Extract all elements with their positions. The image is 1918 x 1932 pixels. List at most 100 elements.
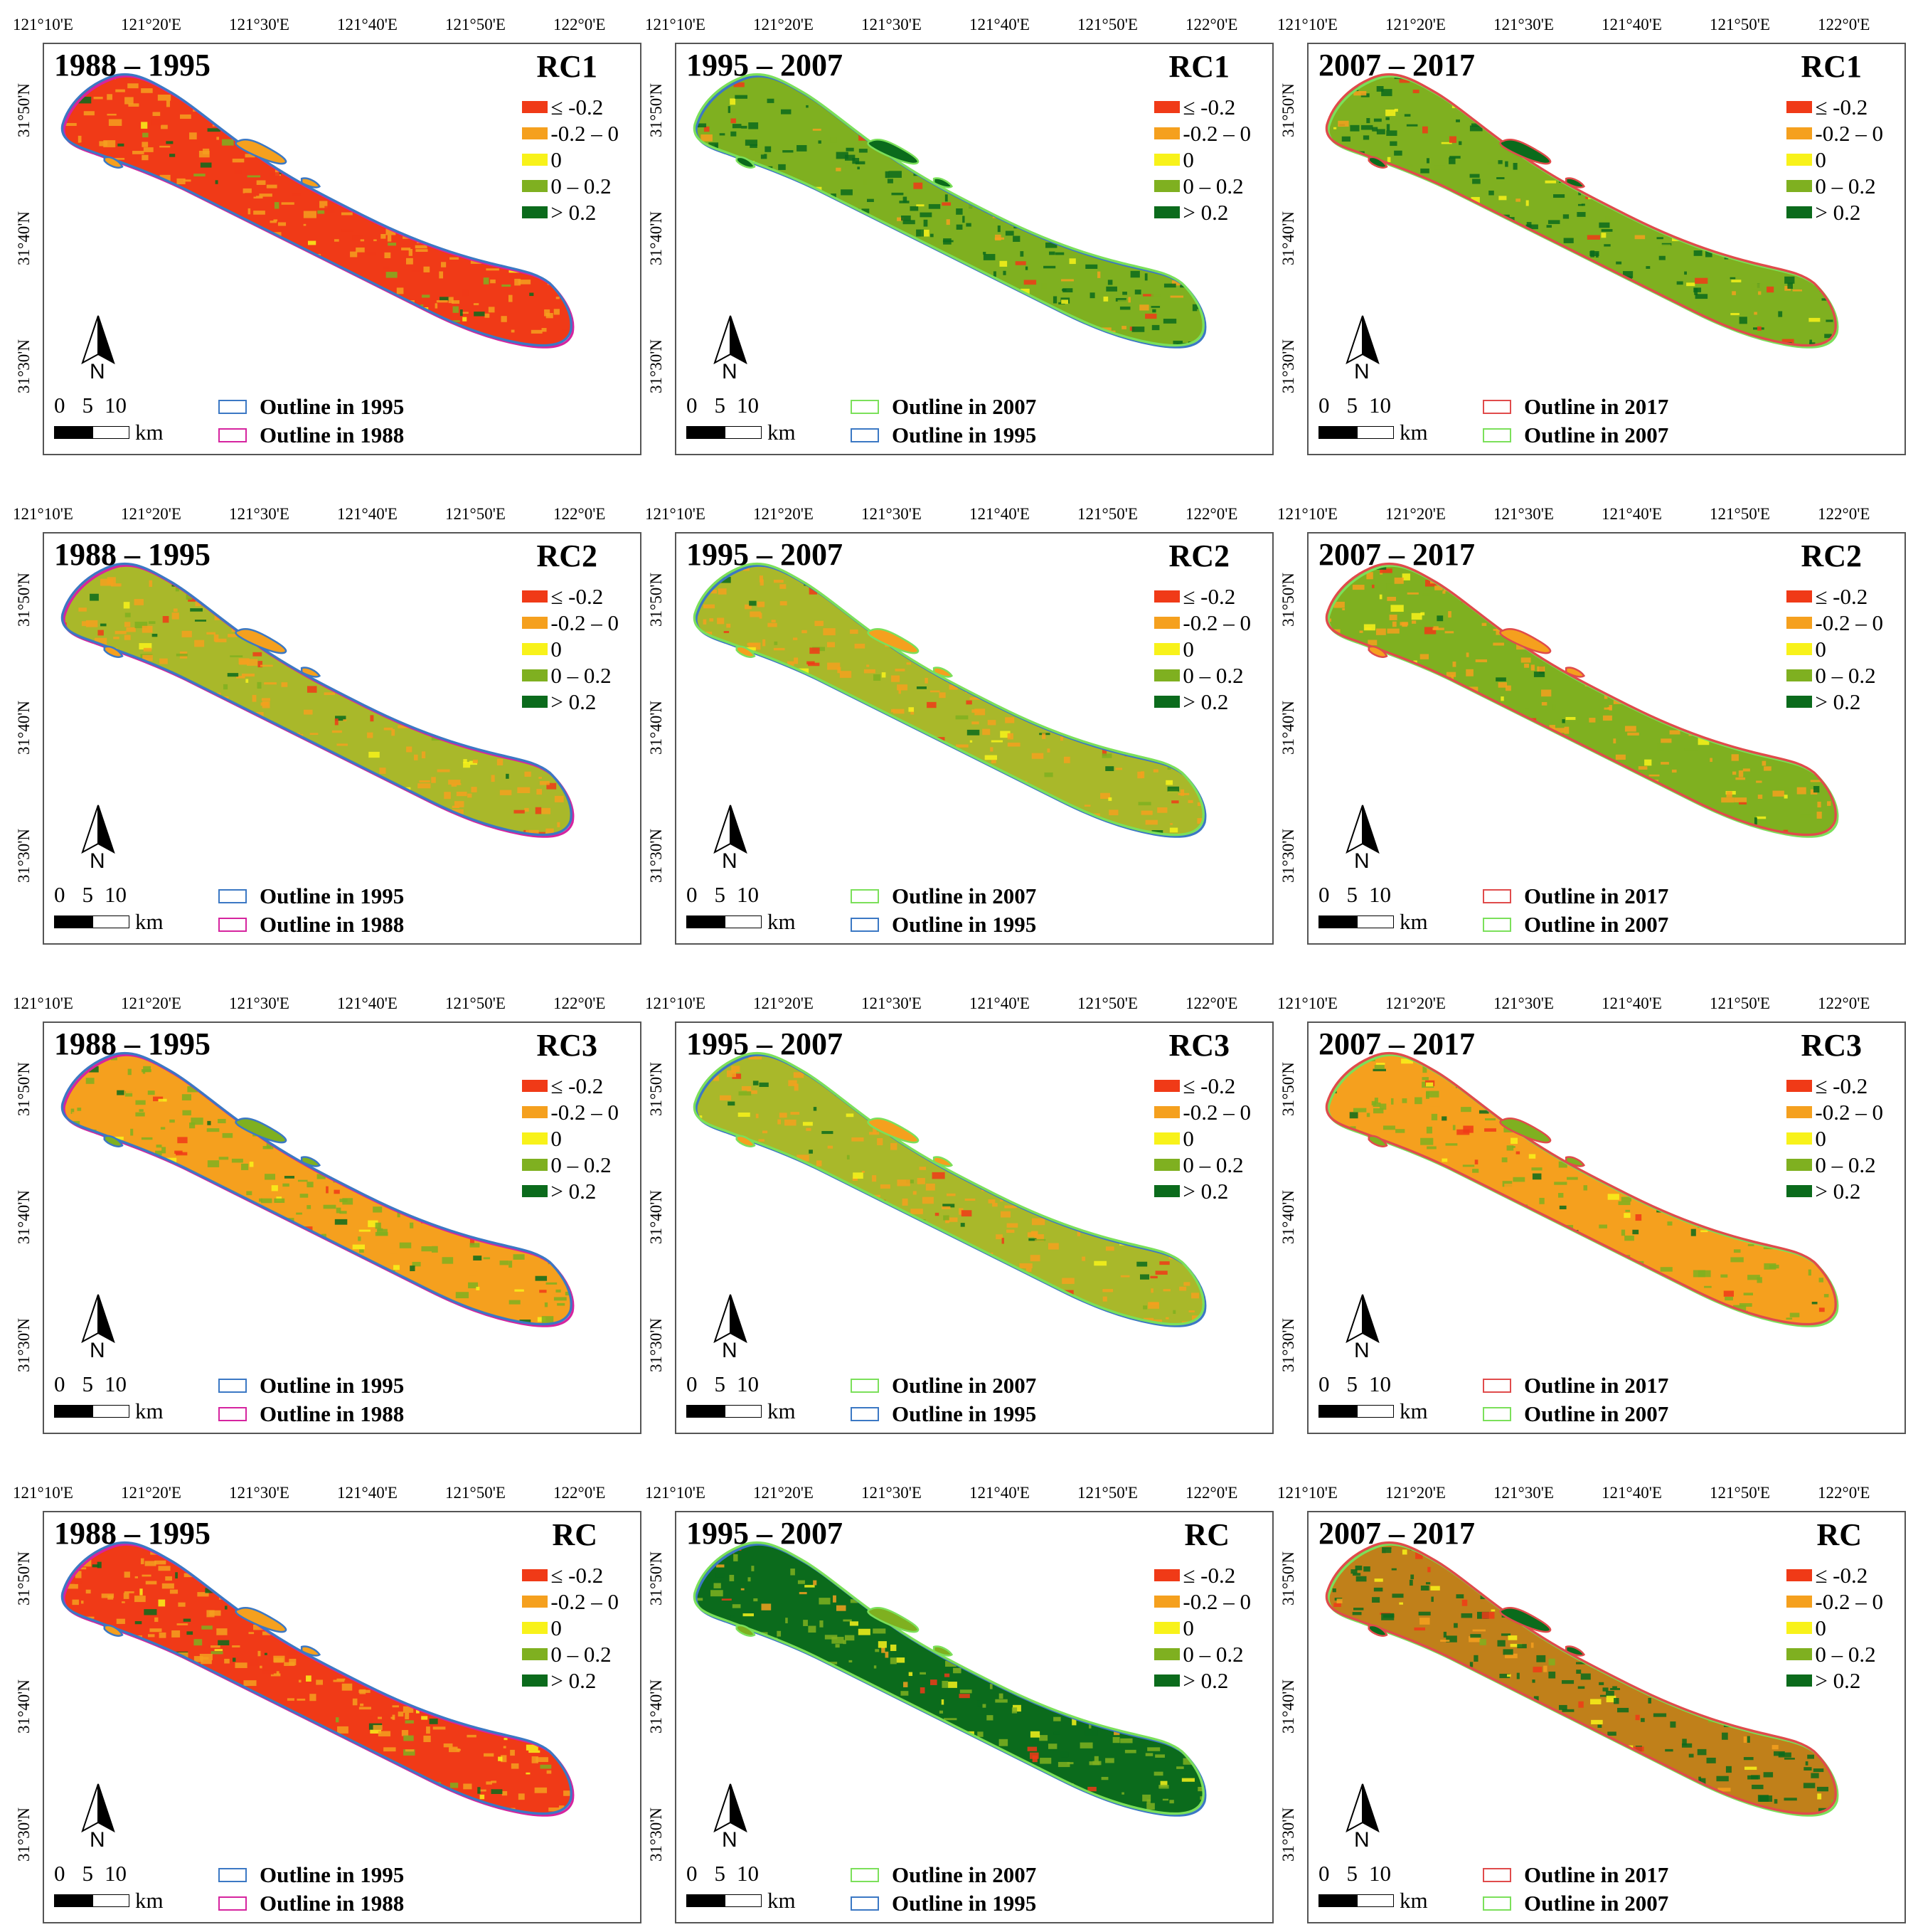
outline-new-shape	[693, 562, 1205, 837]
texture-patch	[551, 1204, 560, 1210]
texture-patch	[174, 761, 181, 769]
texture-patch	[896, 581, 904, 588]
texture-patch	[1824, 334, 1832, 339]
texture-patch	[216, 315, 223, 322]
texture-patch	[451, 1143, 462, 1147]
texture-patch	[1435, 247, 1440, 251]
texture-patch	[266, 1142, 271, 1149]
texture-patch	[370, 715, 374, 722]
texture-patch	[1019, 1263, 1033, 1269]
latitude-tick-label: 31°30'N	[647, 339, 665, 393]
texture-patch	[234, 832, 243, 835]
texture-patch	[421, 627, 426, 632]
texture-patch	[1379, 1278, 1389, 1283]
north-label: N	[722, 1339, 737, 1362]
texture-patch	[794, 657, 799, 664]
texture-patch	[1762, 655, 1769, 659]
texture-patch	[218, 822, 227, 828]
texture-patch	[1114, 1105, 1125, 1108]
texture-patch	[980, 1151, 991, 1157]
texture-patch	[150, 1204, 156, 1207]
texture-patch	[1485, 1118, 1496, 1121]
texture-patch	[1153, 769, 1158, 773]
texture-patch	[66, 174, 79, 177]
texture-patch	[1432, 1199, 1440, 1205]
texture-patch	[993, 1053, 1006, 1054]
texture-patch	[1130, 270, 1140, 278]
longitude-tick-label: 122°0'E	[553, 505, 606, 523]
texture-patch	[1676, 142, 1681, 148]
texture-patch	[166, 100, 170, 107]
texture-patch	[1086, 1144, 1091, 1147]
texture-patch	[1127, 117, 1131, 122]
component-label: RC1	[1168, 49, 1230, 84]
texture-patch	[252, 72, 261, 74]
texture-patch	[799, 290, 804, 294]
texture-patch	[1092, 97, 1097, 105]
texture-patch	[1677, 674, 1689, 676]
texture-patch	[412, 1115, 422, 1118]
texture-patch	[1526, 331, 1538, 339]
texture-patch	[444, 230, 453, 234]
texture-patch	[710, 759, 715, 765]
texture-patch	[1515, 133, 1523, 139]
island-map	[693, 1051, 1207, 1327]
texture-patch	[906, 662, 912, 665]
texture-patch	[1371, 1100, 1376, 1105]
texture-patch	[1479, 1110, 1489, 1114]
texture-patch	[330, 620, 337, 625]
texture-patch	[426, 109, 439, 112]
texture-patch	[1582, 1292, 1586, 1297]
texture-patch	[198, 1280, 204, 1288]
texture-patch	[1486, 240, 1494, 244]
longitude-tick-label: 121°30'E	[229, 505, 289, 523]
legend-swatch	[522, 643, 548, 655]
texture-patch	[920, 212, 932, 218]
texture-patch	[340, 1262, 351, 1265]
texture-patch	[338, 1299, 350, 1304]
texture-patch	[1484, 1128, 1496, 1132]
longitude-tick-label: 122°0'E	[1818, 505, 1870, 523]
outline-label: Outline in 2007	[892, 394, 1037, 419]
texture-patch	[293, 1295, 307, 1302]
texture-patch	[920, 1318, 925, 1322]
texture-patch	[1385, 797, 1392, 803]
texture-patch	[1333, 1127, 1337, 1131]
texture-patch	[1077, 1231, 1081, 1236]
texture-patch	[1715, 1214, 1726, 1220]
scale-segment-black	[54, 426, 92, 439]
texture-patch	[100, 623, 107, 627]
texture-patch	[779, 1113, 787, 1118]
texture-patch	[1416, 694, 1429, 701]
texture-patch	[518, 1074, 522, 1078]
texture-patch	[232, 110, 240, 114]
texture-patch	[92, 1213, 100, 1219]
texture-patch	[1695, 303, 1700, 309]
texture-patch	[1119, 1140, 1126, 1145]
texture-patch	[452, 805, 459, 808]
texture-patch	[1648, 774, 1660, 777]
texture-patch	[1764, 766, 1772, 771]
texture-patch	[442, 811, 445, 819]
texture-patch	[1558, 1161, 1567, 1168]
texture-patch	[1766, 728, 1771, 735]
texture-patch	[1634, 654, 1642, 659]
texture-patch	[412, 1261, 421, 1267]
texture-patch	[193, 267, 206, 269]
texture-patch	[124, 1090, 133, 1097]
texture-patch	[812, 1303, 819, 1307]
texture-patch	[1813, 785, 1820, 793]
texture-patch	[750, 328, 763, 331]
texture-patch	[712, 245, 718, 249]
texture-patch	[1670, 618, 1673, 626]
texture-patch	[985, 339, 991, 345]
texture-patch	[1817, 802, 1821, 808]
north-arrow-icon: N	[77, 802, 119, 881]
texture-patch	[169, 1238, 183, 1243]
texture-patch	[735, 95, 747, 99]
texture-patch	[717, 617, 725, 625]
texture-patch	[694, 632, 696, 638]
north-label: N	[1354, 360, 1370, 383]
texture-patch	[1713, 122, 1727, 125]
texture-patch	[1077, 815, 1085, 821]
